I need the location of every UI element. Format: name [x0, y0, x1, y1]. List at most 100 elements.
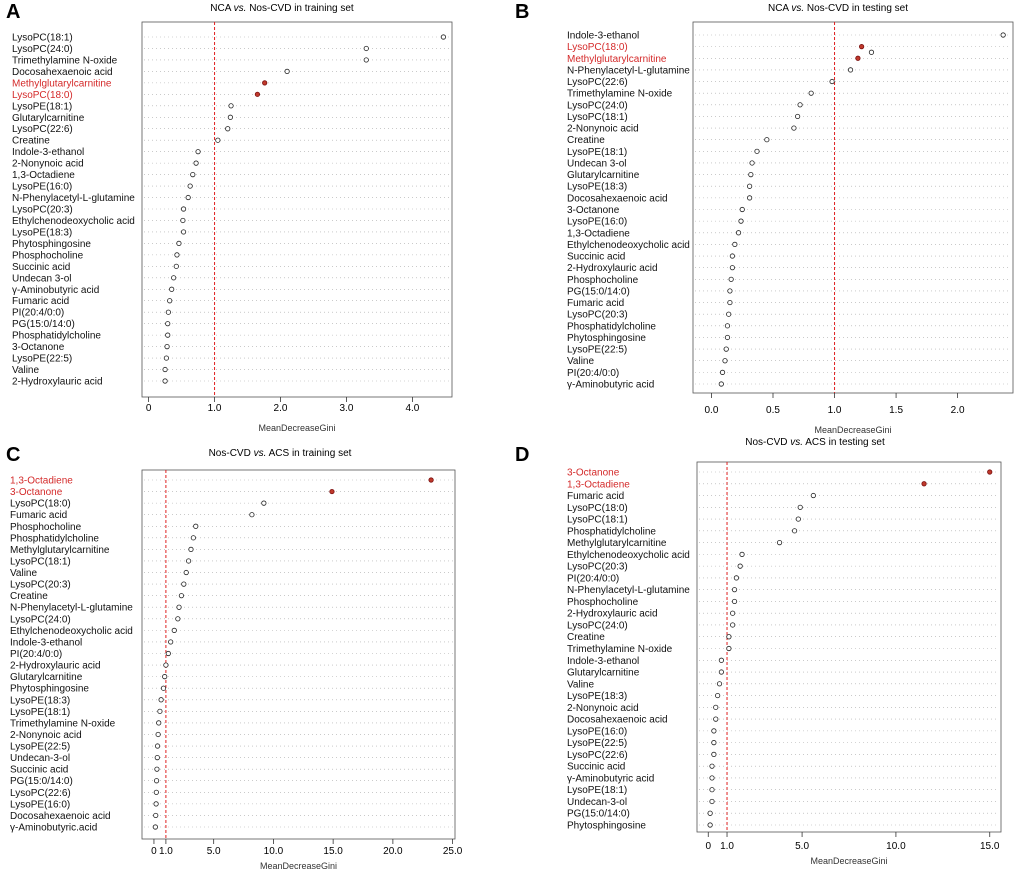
y-category-label: PG(15:0/14:0) [567, 286, 630, 297]
data-point [160, 685, 167, 691]
y-category-label: γ-Aminobutyric acid [567, 773, 654, 784]
data-point [724, 323, 731, 329]
data-point [723, 346, 729, 352]
data-point [153, 778, 160, 784]
x-tick-label: 0.0 [705, 405, 719, 416]
y-category-label: LysoPC(20:3) [567, 562, 628, 573]
data-point [153, 789, 159, 795]
y-category-label: LysoPC(24:0) [12, 44, 73, 55]
y-category-label: Succinic acid [567, 252, 625, 263]
data-point [726, 645, 732, 652]
data-point [185, 194, 191, 201]
data-point [722, 358, 728, 364]
data-point [190, 172, 196, 178]
data-point [711, 751, 717, 758]
data-point [726, 634, 732, 640]
y-category-label: 3-Octanone [567, 468, 620, 479]
data-point [180, 217, 186, 224]
y-category-label: LysoPC(18:1) [10, 556, 71, 567]
y-category-label: LysoPE(22:5) [567, 738, 627, 749]
y-category-label: Phytosphingosine [567, 821, 646, 832]
data-point [729, 253, 735, 259]
y-category-label: LysoPE(16:0) [12, 182, 72, 193]
y-category-label: 2-Nonynoic acid [567, 124, 639, 135]
y-category-label: 2-Nonynoic acid [12, 159, 84, 170]
data-point [764, 137, 770, 143]
data-point [797, 504, 803, 510]
data-point [754, 148, 760, 154]
y-category-label: Fumaric acid [12, 296, 69, 307]
y-category-label: Valine [567, 679, 594, 690]
x-tick-label: 25.0 [443, 846, 463, 857]
y-category-label: Trimethylamine N-oxide [12, 55, 118, 66]
x-tick-label: 1.0 [159, 846, 173, 857]
chart-panel-a: A NCA vs. Nos-CVD in training set 0 1.0 2.0 3… [6, 1, 453, 433]
data-point [713, 704, 719, 710]
y-category-label: PG(15:0/14:0) [10, 776, 73, 787]
y-category-label: Indole-3-ethanol [567, 656, 639, 667]
y-category-label: Trimethylamine N-oxide [10, 718, 116, 729]
x-tick-label: 1.0 [720, 841, 734, 852]
y-category-label: Phosphocholine [567, 275, 639, 286]
y-category-label: Valine [12, 365, 39, 376]
y-category-label: LysoPC(18:0) [567, 42, 628, 53]
data-point [171, 275, 177, 281]
y-category-label: Succinic acid [567, 762, 625, 773]
y-category-label: LysoPC(22:6) [567, 77, 628, 88]
y-category-label: LysoPE(18:1) [10, 707, 70, 718]
data-point [227, 114, 233, 120]
plot-frame [696, 461, 1002, 833]
y-category-label: LysoPE(18:3) [10, 695, 70, 706]
data-point [254, 91, 261, 97]
y-category-label: LysoPC(18:0) [12, 90, 73, 101]
y-category-label: 2-Hydroxylauric acid [12, 377, 103, 388]
y-category-label: Phosphatidylcholine [567, 526, 656, 537]
data-point [165, 321, 171, 327]
data-point [284, 68, 290, 75]
y-category-label: 3-Octanone [567, 205, 620, 216]
plot-frame [692, 21, 1014, 394]
x-tick-label: 0 [705, 841, 711, 852]
data-point [731, 598, 738, 605]
y-category-label: Succinic acid [12, 262, 70, 273]
data-point [162, 378, 168, 384]
data-point [156, 720, 162, 726]
y-category-label: 2-Hydroxylauric acid [567, 263, 658, 274]
y-category-label: Methylglutarylcarnitine [567, 538, 667, 549]
data-point [810, 492, 816, 499]
data-point [163, 662, 169, 668]
x-tick-label: 15.0 [323, 846, 343, 857]
y-category-label: LysoPE(18:1) [12, 101, 72, 112]
panel-label: D [515, 444, 529, 466]
data-point [747, 183, 753, 189]
y-category-label: Phosphatidylcholine [12, 331, 101, 342]
data-point [158, 697, 164, 703]
x-tick-label: 5.0 [795, 841, 809, 852]
data-point [711, 728, 717, 734]
data-point [154, 743, 161, 749]
y-category-label: γ-Aminobutyric acid [12, 285, 99, 296]
y-category-label: LysoPC(18:1) [567, 515, 628, 526]
y-category-label: Docosahexaenoic acid [10, 811, 111, 822]
x-tick-label: 3.0 [340, 403, 354, 414]
x-axis-label: MeanDecreaseGini [810, 856, 887, 866]
x-axis-label: MeanDecreaseGini [258, 423, 335, 433]
data-point [165, 332, 171, 338]
x-axis-label: MeanDecreaseGini [814, 425, 891, 435]
data-point [733, 575, 740, 581]
chart-title: Nos-CVD vs. ACS in training set [209, 448, 352, 459]
data-point [173, 263, 179, 269]
y-category-label: LysoPC(20:3) [12, 205, 73, 216]
data-point [709, 787, 715, 793]
y-category-label: LysoPC(24:0) [567, 100, 628, 111]
data-point [190, 535, 196, 541]
y-category-label: Phytosphingosine [10, 684, 89, 695]
data-point [169, 286, 175, 292]
data-point [153, 812, 159, 819]
y-category-label: LysoPE(18:1) [567, 147, 627, 158]
y-category-label: LysoPE(18:3) [567, 691, 627, 702]
data-point [163, 355, 170, 361]
data-point [738, 218, 744, 224]
y-category-label: Phosphocholine [10, 522, 82, 533]
data-point [193, 523, 199, 529]
